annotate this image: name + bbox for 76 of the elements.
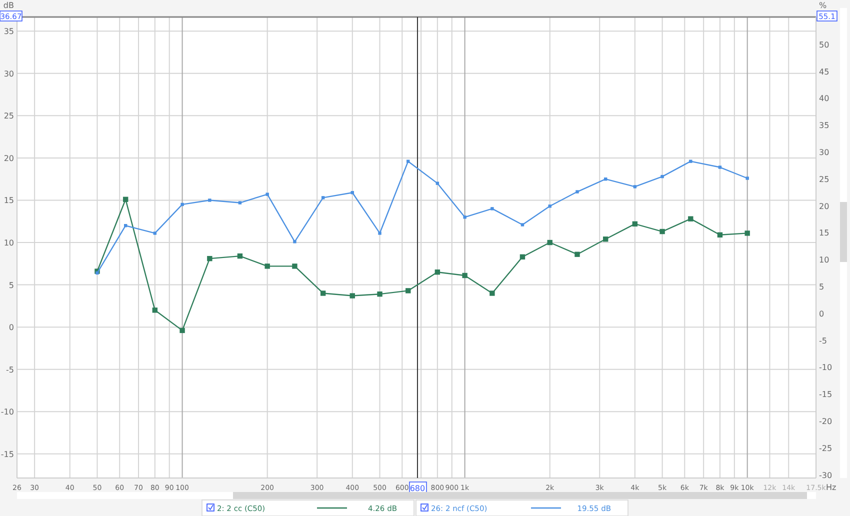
y2-tick-label: -5 xyxy=(819,336,827,346)
y2-axis-title: % xyxy=(819,1,827,10)
point xyxy=(180,202,184,206)
point xyxy=(208,198,212,202)
point xyxy=(462,272,468,278)
ref-line-label: 680 xyxy=(410,484,426,493)
point xyxy=(96,271,99,275)
y2-tick-label: 20 xyxy=(819,202,830,211)
point xyxy=(122,196,128,202)
point xyxy=(207,256,212,262)
point xyxy=(321,196,325,200)
point xyxy=(406,160,410,163)
point xyxy=(717,232,723,238)
y-tick-label: -10 xyxy=(0,408,14,417)
point xyxy=(237,253,243,259)
point xyxy=(746,176,749,180)
y2-tick-label: -15 xyxy=(819,390,832,400)
point xyxy=(350,293,355,298)
y-tick-label: 20 xyxy=(4,154,14,163)
point xyxy=(264,264,270,269)
y2-tick-label: -20 xyxy=(819,416,832,426)
y2-tick-label: -10 xyxy=(819,363,832,372)
y-tick-label: 30 xyxy=(4,69,14,78)
point xyxy=(660,174,664,178)
point xyxy=(378,232,382,235)
point xyxy=(576,190,579,194)
point xyxy=(292,264,298,269)
point xyxy=(548,204,552,208)
point xyxy=(718,166,722,169)
y-tick-label: 35 xyxy=(4,27,14,36)
y2-tick-label: 15 xyxy=(819,228,830,238)
y-tick-label: 10 xyxy=(4,238,14,248)
point xyxy=(633,185,637,188)
y2-tick-label: 5 xyxy=(819,282,824,292)
y2-tick-label: 45 xyxy=(819,67,830,76)
point xyxy=(602,236,608,242)
point xyxy=(377,291,382,297)
y2-tick-label: 40 xyxy=(819,94,830,104)
point xyxy=(152,308,158,313)
y-tick-label: -15 xyxy=(0,450,14,459)
y2-tick-label: 50 xyxy=(819,40,830,50)
point xyxy=(266,192,269,196)
y-tick-label: 25 xyxy=(4,112,14,121)
point xyxy=(320,290,326,296)
point xyxy=(490,207,494,210)
point xyxy=(660,228,665,234)
y2-tick-label: 10 xyxy=(819,256,830,265)
point xyxy=(153,232,157,235)
y2-tick-label: 25 xyxy=(819,174,830,184)
y2-tick-label: 30 xyxy=(819,148,830,158)
point xyxy=(689,160,692,163)
point xyxy=(688,216,694,222)
point xyxy=(434,270,440,275)
y2-tick-label: -30 xyxy=(819,470,832,480)
point xyxy=(547,240,552,246)
y2-tick-label: 35 xyxy=(819,121,830,130)
point xyxy=(490,290,495,296)
point xyxy=(574,252,580,257)
y-tick-label: 15 xyxy=(4,196,14,206)
x-axis-title: Hz xyxy=(826,483,836,492)
y-axis-title: dB xyxy=(3,1,14,10)
point xyxy=(463,216,466,219)
point xyxy=(293,240,296,244)
point xyxy=(744,230,750,236)
point xyxy=(436,182,440,185)
point xyxy=(180,328,185,334)
y-tick-label: 5 xyxy=(8,280,14,290)
point xyxy=(406,288,411,294)
point xyxy=(520,223,524,226)
y-tick-label: -5 xyxy=(6,365,14,374)
y2-tick-label: 0 xyxy=(819,309,824,318)
y-tick-label: 0 xyxy=(8,323,14,332)
point xyxy=(632,221,638,227)
point xyxy=(520,254,526,260)
y2-tick-label: -25 xyxy=(819,444,832,453)
point xyxy=(238,201,242,204)
